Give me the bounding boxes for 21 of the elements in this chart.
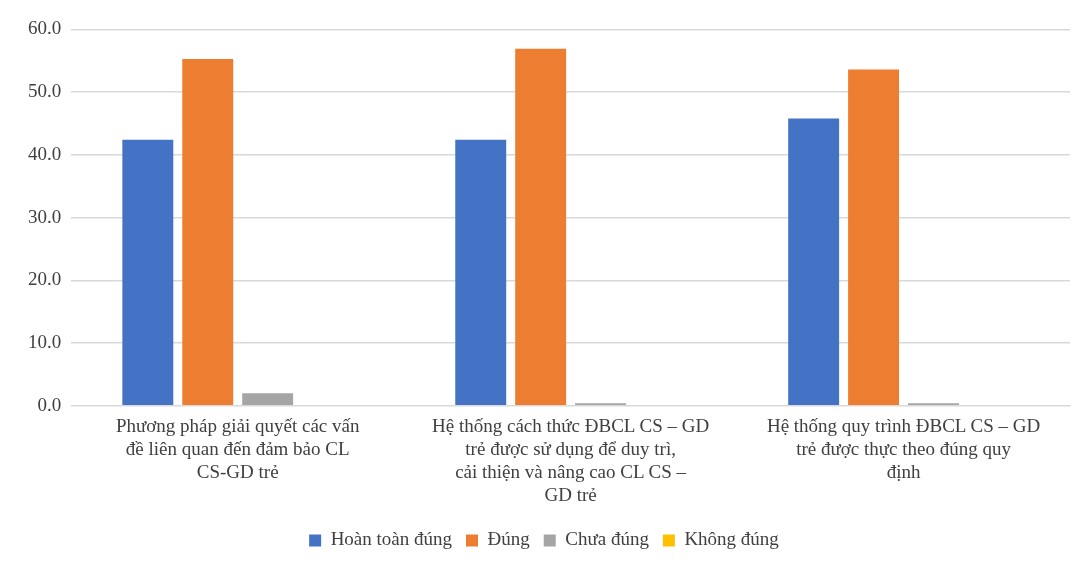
y-tick-label: 60.0 [28,17,62,39]
y-tick-label: 50.0 [28,80,62,102]
legend-label: Chưa đúng [565,528,650,550]
x-tick-label: Hệ thống cách thức ĐBCL CS – GD trẻ được sử dụng để duy trì, cải thiện và nâng cao CL CS – GD trẻ [432,415,710,505]
bar [515,48,567,406]
bar [122,139,174,406]
legend-label: Hoàn toàn đúng [330,528,453,550]
y-tick-label: 30.0 [28,205,62,227]
y-tick-label: 0.0 [37,393,62,415]
bar [182,58,234,406]
bar [242,393,294,406]
y-tick-label: 10.0 [28,331,62,353]
legend-label: Đúng [487,528,531,550]
x-tick-label: Hệ thống quy trình ĐBCL CS – GD trẻ được thực theo đúng quy định [766,415,1041,482]
y-tick-label: 40.0 [28,142,62,164]
bar [848,69,900,406]
bar [788,118,840,406]
bar [455,139,507,406]
legend-label: Không đúng [684,528,780,550]
y-tick-label: 20.0 [28,268,62,290]
x-tick-label: Phương pháp giải quyết các vấn đề liên quan đến đảm bảo CL CS-GD trẻ [115,415,360,482]
